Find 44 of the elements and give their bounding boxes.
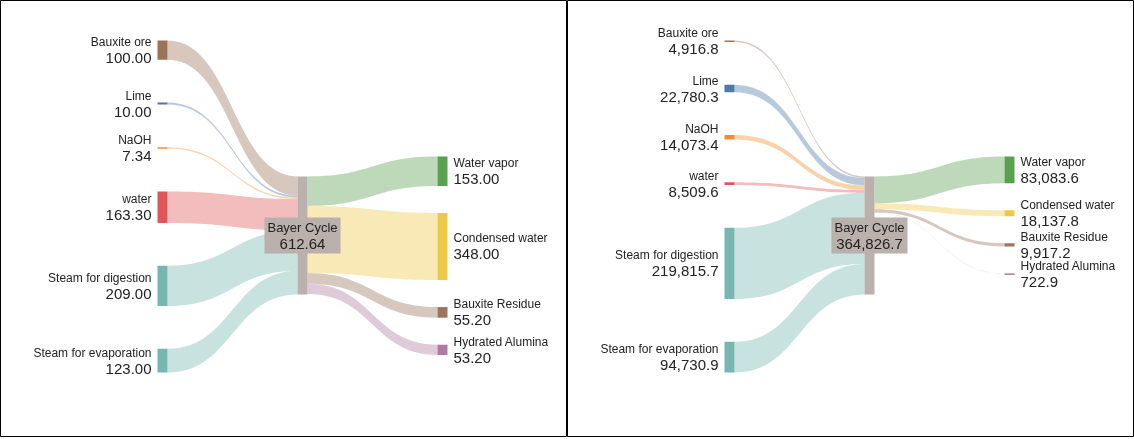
category-label: Water vapor (1020, 154, 1086, 169)
category-label: Hydrated Alumina (1020, 258, 1116, 273)
category-label: Condensed water (453, 231, 548, 246)
data-label: 722.9 (1020, 272, 1059, 290)
category-label: Bayer Cycle (834, 220, 905, 235)
category-label: Steam for digestion (615, 248, 719, 263)
data-label: 100.00 (105, 49, 152, 67)
data-label: 55.20 (453, 311, 492, 329)
category-label: Steam for digestion (48, 270, 152, 285)
category-label: water (688, 168, 719, 183)
category-label: Bayer Cycle (267, 220, 338, 235)
category-label: Condensed water (1020, 198, 1115, 213)
data-label: 22,780.3 (660, 87, 719, 105)
category-label: NaOH (685, 122, 719, 137)
category-label: Lime (692, 73, 719, 88)
data-label: 8,509.6 (668, 182, 719, 200)
category-label: Water vapor (453, 156, 519, 171)
data-label: 219,815.7 (651, 262, 719, 280)
data-label: 83,083.6 (1020, 168, 1079, 186)
data-label: 4,916.8 (668, 40, 719, 58)
data-label: 14,073.4 (660, 136, 719, 154)
category-label: Bauxite Residue (453, 297, 542, 312)
data-label: 7.34 (122, 146, 152, 164)
data-label: 18,137.8 (1020, 212, 1079, 230)
data-label: 9,917.2 (1020, 243, 1071, 261)
category-label: Steam for evaporation (33, 345, 152, 360)
data-label: 94,730.9 (660, 356, 719, 374)
data-label: 153.00 (453, 170, 500, 188)
category-label: Bauxite ore (90, 35, 152, 50)
category-label: water (121, 192, 152, 207)
data-label: 53.20 (453, 348, 492, 366)
category-label: Bauxite Residue (1020, 229, 1109, 244)
data-label: 364,826.7 (836, 234, 903, 252)
category-label: Lime (125, 88, 152, 103)
data-label: 612.64 (279, 234, 326, 252)
data-label: 10.00 (113, 102, 152, 120)
data-label: 163.30 (105, 206, 152, 224)
category-label: Hydrated Alumina (453, 334, 549, 349)
category-label: Steam for evaporation (600, 342, 719, 357)
data-label: 123.00 (105, 359, 152, 377)
data-label: 348.00 (453, 245, 500, 263)
category-label: Bauxite ore (657, 26, 719, 41)
data-label: 209.00 (105, 284, 152, 302)
category-label: NaOH (118, 132, 152, 147)
